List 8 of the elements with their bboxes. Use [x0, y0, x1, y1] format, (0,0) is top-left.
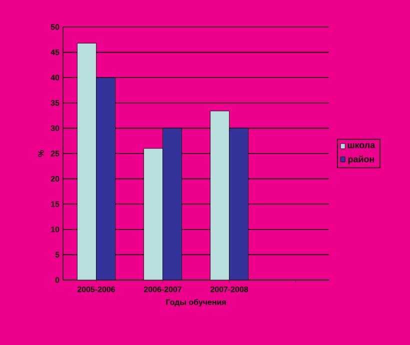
bar [210, 110, 230, 280]
bar [162, 128, 182, 280]
bar [144, 148, 163, 280]
bar [229, 128, 248, 280]
bar [77, 42, 96, 280]
bar [96, 77, 116, 280]
legend-label: район [348, 156, 374, 164]
legend-label: школа [348, 143, 376, 148]
